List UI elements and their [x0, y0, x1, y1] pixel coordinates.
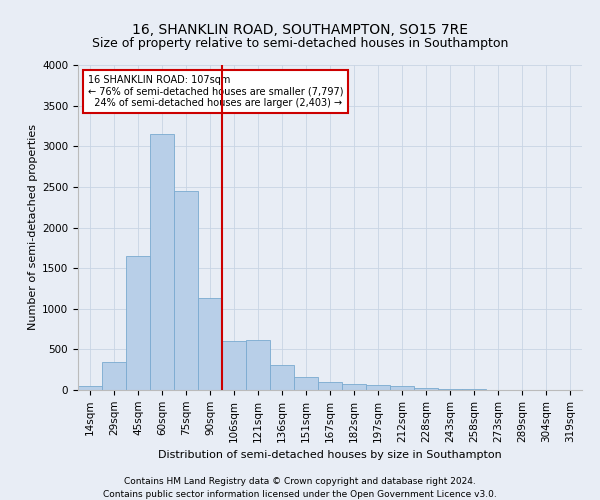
Bar: [78, 386, 102, 390]
Bar: [294, 378, 318, 390]
Bar: [222, 341, 246, 390]
Bar: [342, 384, 366, 390]
Bar: [102, 362, 126, 390]
X-axis label: Distribution of semi-detached houses by size in Southampton: Distribution of semi-detached houses by …: [158, 450, 502, 460]
Bar: [390, 386, 414, 390]
Bar: [174, 191, 198, 390]
Bar: [366, 384, 390, 390]
Text: Size of property relative to semi-detached houses in Southampton: Size of property relative to semi-detach…: [92, 38, 508, 51]
Bar: [438, 388, 462, 390]
Text: Contains HM Land Registry data © Crown copyright and database right 2024.: Contains HM Land Registry data © Crown c…: [124, 478, 476, 486]
Bar: [126, 256, 150, 390]
Bar: [318, 382, 342, 390]
Text: 16 SHANKLIN ROAD: 107sqm
← 76% of semi-detached houses are smaller (7,797)
  24%: 16 SHANKLIN ROAD: 107sqm ← 76% of semi-d…: [88, 74, 344, 108]
Bar: [414, 388, 438, 390]
Bar: [198, 298, 222, 390]
Text: Contains public sector information licensed under the Open Government Licence v3: Contains public sector information licen…: [103, 490, 497, 499]
Text: 16, SHANKLIN ROAD, SOUTHAMPTON, SO15 7RE: 16, SHANKLIN ROAD, SOUTHAMPTON, SO15 7RE: [132, 22, 468, 36]
Bar: [270, 365, 294, 390]
Y-axis label: Number of semi-detached properties: Number of semi-detached properties: [28, 124, 38, 330]
Bar: [150, 134, 174, 390]
Bar: [462, 389, 486, 390]
Bar: [246, 340, 270, 390]
